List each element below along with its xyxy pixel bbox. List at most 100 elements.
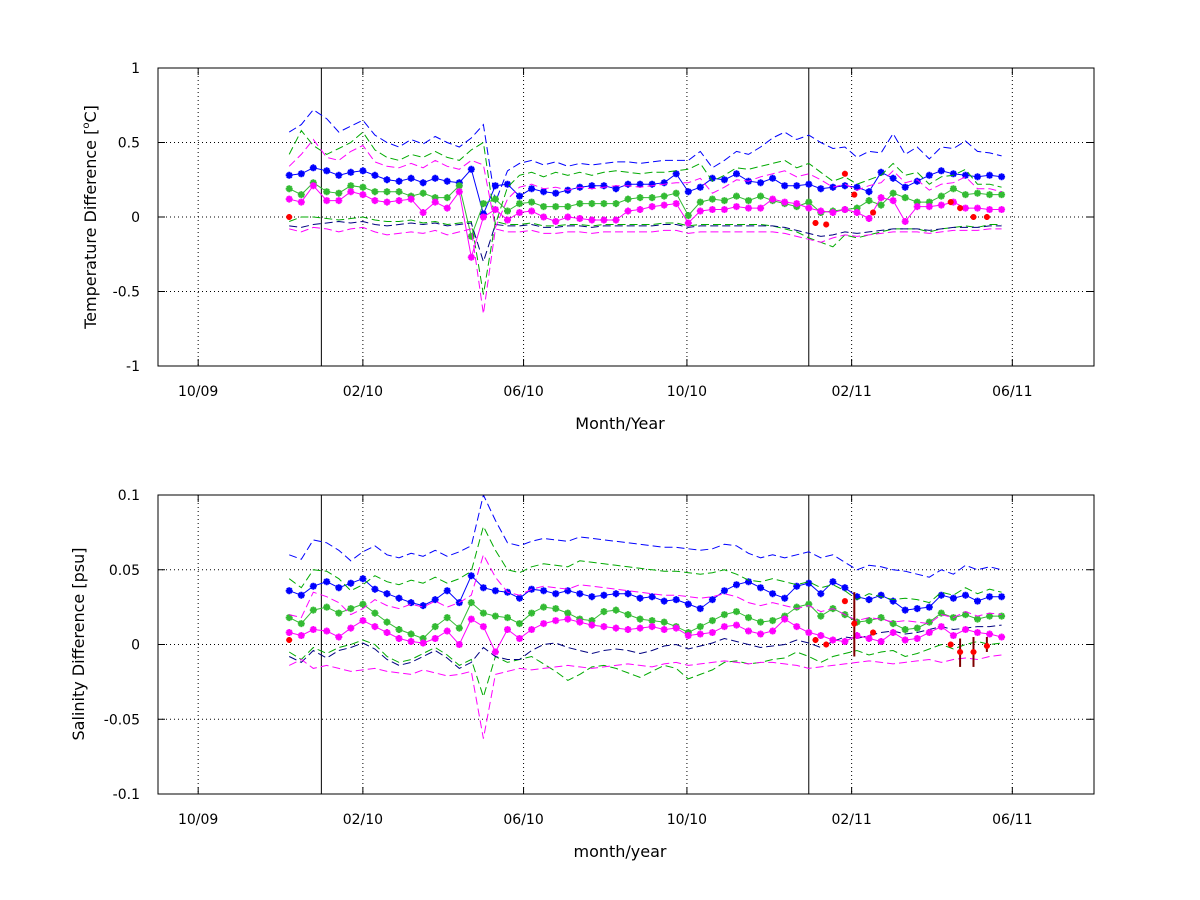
temperature-series-point-6: [901, 218, 909, 225]
temperature-series-point-1: [443, 177, 451, 185]
temperature-series-point-6: [793, 200, 801, 208]
temperature-series-point-6: [962, 204, 969, 212]
salinity-series-line-7: [288, 654, 1002, 739]
temperature-series-point-6: [297, 198, 305, 206]
temperature-series-point-6: [335, 197, 343, 205]
temperature-series-point-1: [853, 183, 861, 191]
salinity-series-point-3: [395, 626, 403, 633]
temperature-y-axis-label: Temperature Difference [oC]: [81, 105, 100, 330]
salinity-series-point-3: [443, 614, 451, 622]
temperature-series-point-1: [636, 180, 644, 188]
temperature-series-point-6: [829, 209, 837, 216]
salinity-series-point-3: [624, 611, 632, 619]
temperature-series-point-1: [817, 185, 825, 193]
salinity-series-point-6: [309, 626, 317, 633]
temperature-observation-point: [841, 170, 848, 177]
salinity-series-point-1: [841, 584, 849, 592]
temperature-series-point-6: [853, 209, 861, 216]
salinity-series-point-3: [962, 611, 969, 619]
salinity-series-point-1: [998, 593, 1006, 601]
salinity-series-point-3: [660, 618, 668, 626]
temperature-series-point-1: [865, 188, 873, 196]
salinity-series-point-6: [708, 629, 716, 636]
salinity-series-line-8: [289, 553, 1002, 625]
temperature-series-point-1: [986, 171, 994, 179]
temperature-series-point-1: [696, 183, 704, 191]
salinity-series-line-5: [288, 624, 1002, 669]
salinity-observation-point: [823, 641, 830, 648]
temperature-series-point-1: [285, 171, 293, 179]
salinity-series-point-6: [986, 630, 994, 638]
temperature-series-point-1: [395, 177, 403, 185]
salinity-series-point-6: [877, 638, 885, 645]
temperature-series-point-1: [407, 174, 415, 182]
salinity-x-tick-label: 06/11: [992, 812, 1032, 828]
salinity-series-point-6: [769, 627, 777, 635]
temperature-series-group: [285, 109, 1006, 314]
temperature-x-tick-label: 02/10: [343, 384, 383, 400]
salinity-series-point-1: [877, 591, 885, 599]
salinity-observation-point: [812, 637, 819, 643]
temperature-series-point-3: [865, 197, 873, 205]
salinity-series-point-1: [925, 603, 933, 611]
salinity-series-point-1: [395, 594, 403, 602]
temperature-series-point-6: [696, 207, 704, 215]
temperature-series-point-3: [285, 185, 293, 193]
salinity-series-point-6: [745, 627, 752, 635]
temperature-series-point-6: [672, 200, 680, 208]
temperature-series-point-6: [745, 204, 752, 212]
temperature-series-point-6: [395, 197, 403, 205]
salinity-series-point-1: [431, 596, 439, 604]
temperature-series-point-3: [696, 198, 704, 206]
salinity-series-point-1: [889, 597, 897, 605]
salinity-series-line-2: [288, 525, 1002, 604]
salinity-series-point-6: [347, 624, 355, 632]
temperature-series-line-0: [288, 109, 1002, 205]
salinity-observation-point: [286, 637, 293, 643]
salinity-series-point-3: [564, 609, 572, 617]
temperature-series-point-6: [309, 182, 317, 190]
temperature-series-point-3: [648, 194, 656, 202]
temperature-series-point-6: [708, 206, 716, 213]
salinity-series-point-1: [552, 590, 560, 598]
salinity-series-point-3: [805, 600, 813, 608]
salinity-series-point-1: [745, 578, 752, 586]
salinity-series-point-1: [793, 582, 801, 590]
temperature-series-point-3: [323, 188, 331, 196]
salinity-series-point-3: [986, 612, 994, 620]
temperature-series-point-6: [733, 203, 740, 211]
salinity-series-point-6: [359, 617, 367, 625]
temperature-series-point-3: [576, 200, 584, 208]
temperature-series-point-3: [528, 198, 536, 206]
temperature-series-point-1: [889, 174, 897, 182]
salinity-series-point-1: [648, 593, 656, 601]
temperature-series-point-6: [467, 253, 475, 261]
temperature-y-tick-label: 0: [131, 210, 140, 226]
salinity-series-point-3: [335, 609, 343, 617]
salinity-series-point-6: [297, 632, 305, 639]
salinity-series-point-1: [974, 597, 981, 605]
salinity-series-point-1: [285, 587, 293, 595]
temperature-observation-point: [823, 221, 830, 228]
temperature-series-point-6: [371, 197, 379, 205]
salinity-series-point-3: [504, 614, 511, 622]
salinity-observation-point: [970, 649, 977, 655]
salinity-series-point-1: [636, 594, 644, 602]
salinity-series-point-1: [805, 579, 813, 587]
salinity-series-point-6: [467, 615, 475, 623]
temperature-series-point-1: [419, 179, 427, 187]
salinity-series-point-6: [552, 617, 560, 625]
salinity-observation-point: [841, 598, 848, 605]
temperature-series-point-3: [805, 198, 813, 206]
temperature-series-point-1: [600, 182, 608, 190]
temperature-series-point-3: [998, 191, 1006, 199]
salinity-series-point-1: [684, 600, 692, 608]
temperature-series-point-1: [491, 182, 499, 190]
temperature-series-point-1: [431, 174, 439, 182]
temperature-series-point-6: [877, 194, 885, 202]
temperature-series-point-6: [781, 198, 789, 206]
temperature-series-point-1: [467, 165, 475, 173]
temperature-series-point-6: [528, 207, 536, 215]
salinity-series-point-6: [889, 629, 897, 636]
salinity-series-point-3: [455, 624, 463, 632]
